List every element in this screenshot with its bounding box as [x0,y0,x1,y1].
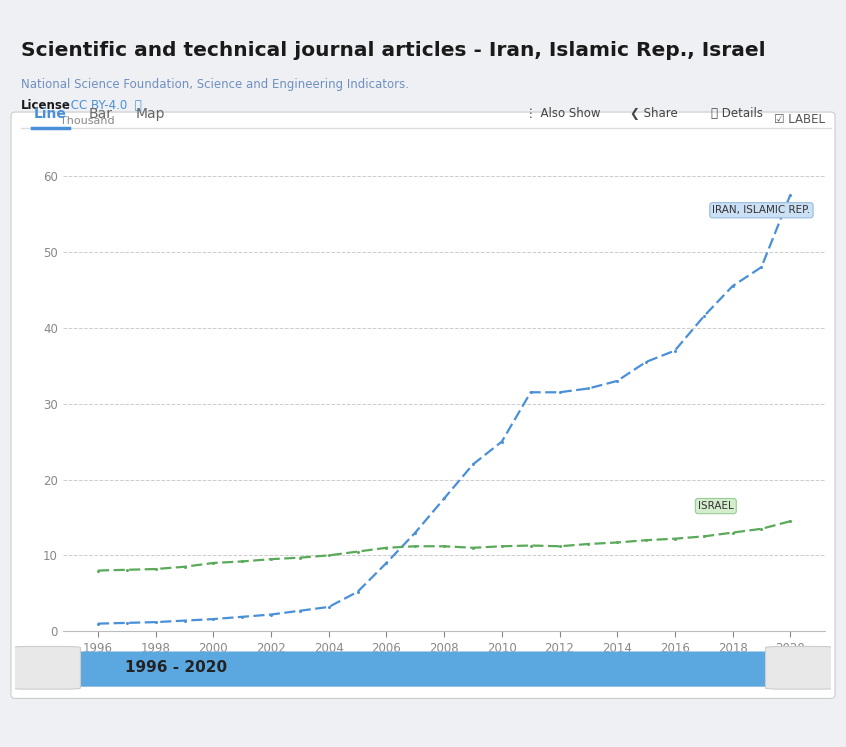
Text: ⋮ Also Show: ⋮ Also Show [525,107,600,120]
FancyBboxPatch shape [19,651,831,686]
Text: Thousand: Thousand [59,116,114,125]
Text: License: License [21,99,71,111]
Text: National Science Foundation, Science and Engineering Indicators.: National Science Foundation, Science and… [21,78,409,91]
Text: Line: Line [34,107,67,120]
FancyBboxPatch shape [7,651,839,686]
FancyBboxPatch shape [11,646,80,689]
Text: Map: Map [135,107,165,120]
Text: 1996 - 2020: 1996 - 2020 [125,660,228,675]
Text: Scientific and technical journal articles - Iran, Islamic Rep., Israel: Scientific and technical journal article… [21,41,766,60]
Text: IRAN, ISLAMIC REP.: IRAN, ISLAMIC REP. [712,205,810,215]
Text: : CC BY-4.0  ⓘ: : CC BY-4.0 ⓘ [63,99,142,111]
Text: ISRAEL: ISRAEL [698,501,733,511]
Text: ⓘ Details: ⓘ Details [711,107,762,120]
Text: ☑ LABEL: ☑ LABEL [774,113,825,125]
Text: ❮ Share: ❮ Share [630,107,678,120]
Text: Bar: Bar [89,107,113,120]
FancyBboxPatch shape [766,646,835,689]
